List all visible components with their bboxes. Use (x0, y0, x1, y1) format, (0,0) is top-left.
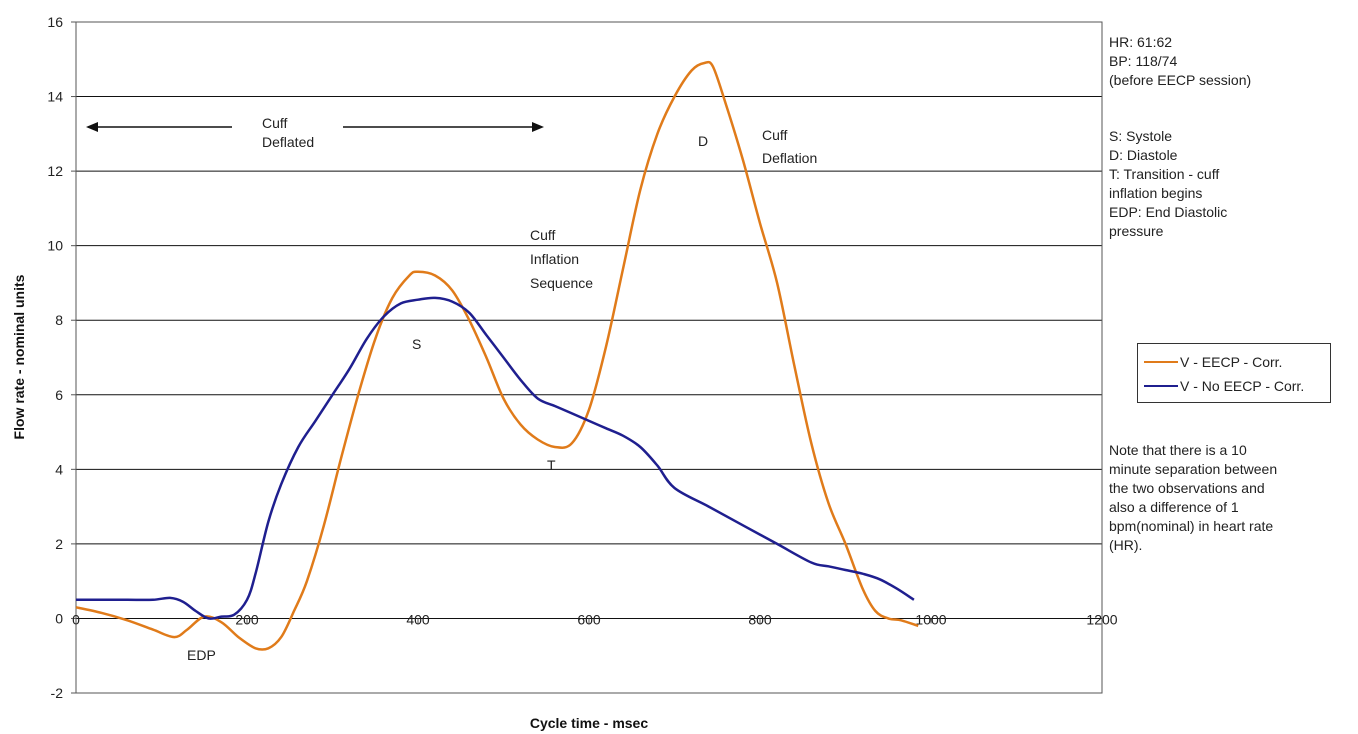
x-tick-label-6: 1200 (1086, 611, 1117, 627)
annotation-t: T (547, 457, 556, 473)
abbreviation-key: S: Systole D: Diastole T: Transition - c… (1109, 128, 1228, 239)
series-lines (75, 60, 919, 651)
x-tick-label-0: 0 (72, 611, 80, 627)
y-tick-label-9: 16 (47, 14, 63, 30)
annotation-cuff-2: Cuff (530, 227, 556, 243)
annotation-cuff-1: Cuff (262, 115, 288, 131)
legend-swatch-no-eecp (1144, 385, 1178, 387)
legend-swatch-eecp (1144, 361, 1178, 363)
annotation-s: S (412, 336, 421, 352)
x-tick-label-4: 800 (748, 611, 772, 627)
vitals-note: HR: 61:62 BP: 118/74 (before EECP sessio… (1109, 34, 1252, 88)
annotation-sequence: Sequence (530, 275, 593, 291)
y-tick-label-0: -2 (51, 685, 64, 701)
annotation-d: D (698, 133, 708, 149)
x-tick-labels: 0 200 400 600 800 1000 1200 (72, 611, 1118, 627)
annotation-deflation: Deflation (762, 150, 817, 166)
x-tick-label-5: 1000 (915, 611, 946, 627)
separation-note: Note that there is a 10 minute separatio… (1109, 442, 1278, 553)
annotation-cuff-3: Cuff (762, 127, 788, 143)
x-axis-title: Cycle time - msec (530, 715, 648, 731)
y-tick-label-7: 12 (47, 163, 63, 179)
y-tick-label-1: 0 (55, 610, 63, 626)
x-tick-label-3: 600 (577, 611, 601, 627)
y-tick-label-3: 4 (55, 461, 63, 477)
y-tick-label-5: 8 (55, 312, 63, 328)
y-tick-labels: -2 0 2 4 6 8 10 12 14 16 (47, 14, 76, 701)
annotation-deflated: Deflated (262, 134, 314, 150)
annotation-edp: EDP (187, 647, 216, 663)
arrow-right-head (532, 122, 544, 132)
plot-area-frame (75, 21, 1103, 694)
y-tick-label-8: 14 (47, 89, 63, 105)
legend-label-eecp: V - EECP - Corr. (1180, 354, 1283, 370)
grid-lines (76, 21, 1102, 694)
y-tick-label-4: 6 (55, 387, 63, 403)
legend-item-eecp: V - EECP - Corr. (1144, 352, 1282, 372)
chart-legend: V - EECP - Corr. V - No EECP - Corr. (1137, 343, 1331, 403)
y-tick-label-2: 2 (55, 536, 63, 552)
series-line-1 (76, 296, 915, 620)
y-tick-label-6: 10 (47, 238, 63, 254)
x-tick-label-2: 400 (406, 611, 430, 627)
legend-label-no-eecp: V - No EECP - Corr. (1180, 378, 1305, 394)
x-tick-label-1: 200 (235, 611, 259, 627)
series-line-0 (75, 60, 919, 651)
annotation-cuff-deflated: Cuff Deflated (86, 115, 544, 150)
legend-item-no-eecp: V - No EECP - Corr. (1144, 376, 1304, 396)
annotation-inflation: Inflation (530, 251, 579, 267)
y-axis-title: Flow rate - nominal units (11, 274, 27, 439)
arrow-left-head (86, 122, 98, 132)
